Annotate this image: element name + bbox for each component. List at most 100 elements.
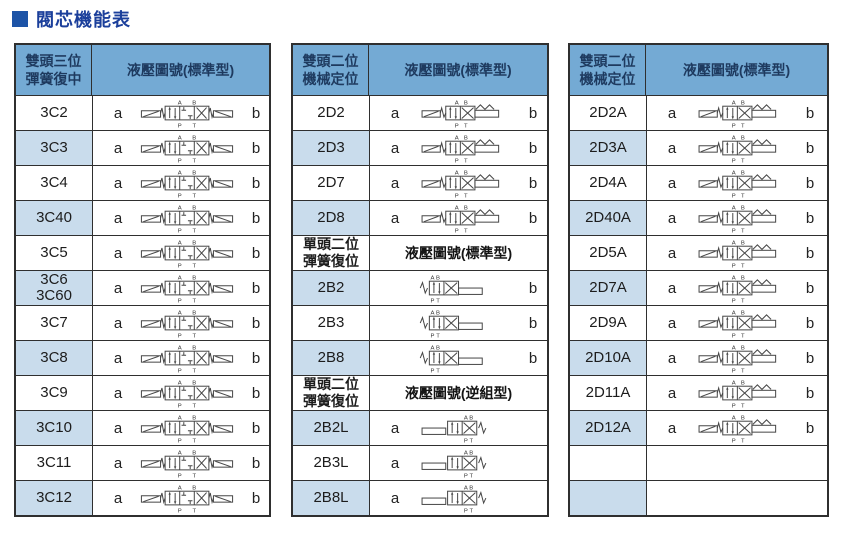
svg-text:B: B	[469, 485, 473, 491]
svg-text:A: A	[431, 310, 435, 316]
svg-text:T: T	[192, 368, 196, 373]
svg-text:P: P	[464, 473, 468, 478]
svg-text:B: B	[192, 100, 196, 106]
svg-text:T: T	[464, 158, 468, 163]
svg-text:B: B	[192, 450, 196, 456]
row-code: 2D5A	[589, 244, 627, 261]
svg-text:A: A	[178, 345, 182, 351]
position-a-label: a	[667, 209, 677, 227]
valve-3pos-spring-centered-icon: A B P T	[129, 98, 245, 129]
row-code: 3C12	[36, 489, 72, 506]
svg-text:B: B	[436, 345, 440, 351]
svg-text:P: P	[178, 158, 182, 163]
square-bullet-icon	[12, 11, 28, 27]
row-code-cell: 2B8	[293, 341, 370, 375]
row-code: 3C7	[40, 314, 68, 331]
row-code: 2D10A	[585, 349, 631, 366]
svg-text:P: P	[178, 438, 182, 443]
table-row: 3C6 3C60 a A B P T b	[16, 270, 269, 305]
svg-text:B: B	[192, 240, 196, 246]
svg-text:T: T	[192, 403, 196, 408]
section-title-text: 液壓圖號(逆組型)	[404, 385, 513, 401]
header-diagram-label: 液壓圖號(標準型)	[682, 62, 791, 78]
position-b-label: b	[528, 349, 538, 367]
table-row: 3C5 a A B P T b	[16, 235, 269, 270]
section-subheader-row: 單頭二位 彈簧復位 液壓圖號(標準型)	[293, 235, 547, 270]
valve-3pos-spring-centered-icon: A B P T	[129, 203, 245, 234]
svg-text:T: T	[741, 403, 745, 408]
table-header: 雙頭二位 機械定位 液壓圖號(標準型)	[570, 45, 827, 95]
svg-text:B: B	[464, 100, 468, 106]
svg-text:B: B	[192, 170, 196, 176]
svg-text:A: A	[178, 275, 182, 281]
svg-text:A: A	[732, 310, 736, 316]
position-b-label: b	[251, 174, 261, 192]
row-code-cell: 2D3A	[570, 131, 647, 165]
table-row: 3C3 a A B P T b	[16, 130, 269, 165]
row-code: 2B2L	[313, 419, 349, 436]
position-a-label: a	[667, 349, 677, 367]
svg-text:A: A	[431, 345, 435, 351]
svg-text:P: P	[178, 263, 182, 268]
svg-text:A: A	[178, 310, 182, 316]
row-code: 3C4	[40, 174, 68, 191]
position-a-label: a	[113, 489, 123, 507]
svg-text:A: A	[732, 275, 736, 281]
row-code: 2D3A	[589, 139, 627, 156]
svg-text:T: T	[192, 193, 196, 198]
header-type-line: 機械定位	[579, 71, 636, 87]
row-code: 3C10	[36, 419, 72, 436]
svg-text:A: A	[464, 415, 468, 421]
row-code: 2D8	[317, 209, 345, 226]
header-diagram-label: 液壓圖號(標準型)	[126, 62, 235, 78]
row-code: 2D7	[317, 174, 345, 191]
header-col-diagram: 液壓圖號(標準型)	[369, 45, 547, 95]
row-code: 3C8	[40, 349, 68, 366]
header-diagram-label: 液壓圖號(標準型)	[404, 62, 512, 78]
position-b-label: b	[528, 104, 538, 122]
svg-text:T: T	[192, 228, 196, 233]
row-code-cell: 2D10A	[570, 341, 647, 375]
position-a-label: a	[390, 209, 400, 227]
position-b-label: b	[251, 384, 261, 402]
header-col-type: 雙頭二位 機械定位	[570, 45, 646, 95]
row-code-cell: 2B8L	[293, 481, 370, 515]
svg-text:A: A	[178, 450, 182, 456]
row-code: 2D7A	[589, 279, 627, 296]
svg-text:T: T	[192, 333, 196, 338]
position-b-label: b	[528, 314, 538, 332]
row-code: 2B3L	[313, 454, 349, 471]
svg-text:B: B	[741, 415, 745, 421]
position-a-label: a	[113, 244, 123, 262]
row-code-cell: 2D7A	[570, 271, 647, 305]
svg-text:B: B	[741, 170, 745, 176]
svg-text:P: P	[732, 263, 736, 268]
row-code-cell: 3C7	[16, 306, 93, 340]
position-a-label: a	[113, 314, 123, 332]
svg-text:A: A	[732, 100, 736, 106]
row-code: 2D4A	[589, 174, 627, 191]
svg-text:B: B	[192, 485, 196, 491]
position-a-label: a	[113, 104, 123, 122]
svg-text:B: B	[741, 310, 745, 316]
position-b-label: b	[251, 314, 261, 332]
svg-text:A: A	[178, 380, 182, 386]
position-a-label: a	[113, 279, 123, 297]
row-code-cell: 2D2A	[570, 96, 647, 130]
svg-text:B: B	[741, 345, 745, 351]
svg-text:P: P	[732, 193, 736, 198]
svg-text:T: T	[741, 123, 745, 128]
row-code-cell: 2B2L	[293, 411, 370, 445]
